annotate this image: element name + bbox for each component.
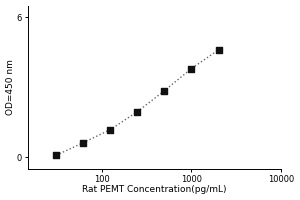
Point [108, 128, 113, 131]
Point [162, 89, 167, 92]
X-axis label: Rat PEMT Concentration(pg/mL): Rat PEMT Concentration(pg/mL) [82, 185, 227, 194]
Point [216, 48, 221, 51]
Point [135, 110, 140, 113]
Point [189, 67, 194, 70]
Point [81, 141, 86, 144]
Y-axis label: OD=450 nm: OD=450 nm [6, 59, 15, 115]
Point [54, 154, 58, 157]
